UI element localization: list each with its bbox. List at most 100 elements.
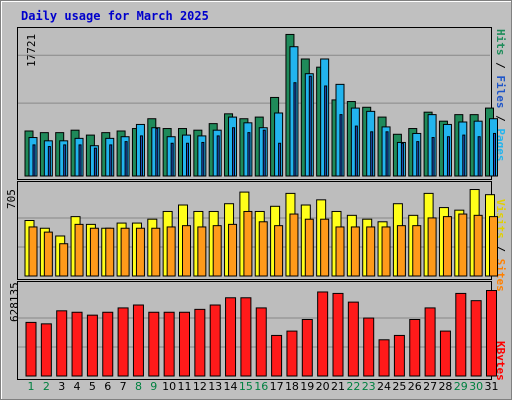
day-label: 25: [392, 380, 407, 393]
kbytes-bar: [332, 292, 344, 377]
files-bar: [339, 114, 343, 177]
sites-bar: [151, 227, 161, 277]
day-label: 31: [484, 380, 499, 393]
sites-bar: [258, 221, 268, 277]
day-label: 16: [254, 380, 269, 393]
sites-bar: [166, 226, 176, 277]
sites-bar: [304, 218, 314, 277]
day-label: 29: [453, 380, 468, 393]
files-bar: [400, 142, 404, 177]
sites-bar: [182, 225, 191, 277]
files-bar: [93, 147, 97, 177]
files-bar: [216, 135, 220, 177]
sites-bar: [28, 226, 38, 277]
day-label: 17: [269, 380, 284, 393]
files-bar: [201, 141, 205, 177]
sites-bar: [350, 226, 360, 277]
files-bar: [170, 142, 174, 177]
sites-bar: [442, 216, 452, 277]
files-bar: [493, 132, 496, 177]
kbytes-bar: [40, 323, 52, 377]
sites-bar: [135, 227, 145, 277]
files-bar: [78, 144, 82, 177]
sites-bar: [105, 227, 115, 277]
sites-bar: [335, 226, 345, 277]
kbytes-bar: [363, 317, 375, 377]
day-label: 13: [208, 380, 223, 393]
day-label: 30: [469, 380, 484, 393]
kbytes-bar: [240, 297, 252, 377]
files-bar: [47, 146, 51, 177]
kbytes-bar: [271, 334, 283, 377]
sites-bar: [212, 225, 222, 277]
files-bar: [293, 82, 297, 177]
day-label: 3: [58, 380, 66, 393]
sites-bar: [120, 227, 130, 277]
sites-bar: [74, 223, 84, 277]
kbytes-bar: [86, 314, 98, 377]
sites-bar: [458, 213, 468, 277]
kbytes-bar: [179, 311, 190, 377]
kbytes-bar: [132, 304, 144, 377]
files-bar: [139, 135, 143, 177]
files-bar: [385, 131, 389, 177]
day-label: 10: [162, 380, 177, 393]
day-label: 5: [88, 380, 96, 393]
files-bar: [324, 85, 328, 177]
files-bar: [247, 132, 251, 177]
kbytes-bar: [439, 330, 451, 377]
files-bar: [354, 125, 358, 177]
kbytes-bar: [317, 291, 329, 377]
kbytes-bar: [255, 307, 267, 377]
sites-bar: [289, 213, 299, 277]
sites-bar: [228, 223, 238, 277]
files-bar: [109, 144, 113, 177]
sites-bar: [396, 225, 406, 277]
files-bar: [262, 129, 266, 177]
kbytes-bar: [25, 321, 37, 377]
kbytes-bar: [209, 304, 221, 377]
day-label: 18: [284, 380, 299, 393]
kbytes-bar: [71, 311, 83, 377]
sites-bar: [381, 226, 391, 277]
files-bar: [186, 142, 189, 177]
files-bar: [431, 137, 435, 177]
kbytes-bar: [148, 311, 160, 377]
day-label: 8: [134, 380, 142, 393]
day-label: 20: [315, 380, 330, 393]
day-label: 1: [27, 380, 35, 393]
files-bar: [124, 141, 128, 177]
files-bar: [155, 128, 159, 177]
files-bar: [446, 136, 450, 177]
sites-bar: [243, 210, 253, 277]
day-label: 4: [73, 380, 81, 393]
files-bar: [32, 144, 36, 177]
sites-bar: [427, 217, 437, 277]
day-label: 11: [177, 380, 192, 393]
kbytes-bar: [163, 311, 175, 377]
files-bar: [477, 136, 481, 177]
day-label: 26: [407, 380, 422, 393]
day-label: 28: [438, 380, 453, 393]
kbytes-bar: [194, 308, 206, 377]
day-label: 21: [331, 380, 345, 393]
kbytes-bar: [347, 301, 359, 377]
day-label: 14: [223, 380, 238, 393]
files-bar: [416, 141, 420, 177]
files-bar: [232, 127, 236, 177]
sites-bar: [320, 218, 330, 277]
files-bar: [308, 75, 312, 177]
files-bar: [63, 144, 67, 177]
kbytes-bar: [286, 330, 298, 377]
day-label: 9: [150, 380, 158, 393]
kbytes-bar: [393, 334, 405, 377]
sites-bar: [473, 214, 483, 277]
kbytes-bar: [424, 307, 436, 377]
sites-bar: [489, 216, 498, 277]
kbytes-bar: [378, 339, 390, 377]
day-label: 12: [192, 380, 207, 393]
kbytes-bar: [455, 292, 467, 377]
kbytes-bar: [409, 318, 421, 377]
files-bar: [278, 142, 282, 177]
